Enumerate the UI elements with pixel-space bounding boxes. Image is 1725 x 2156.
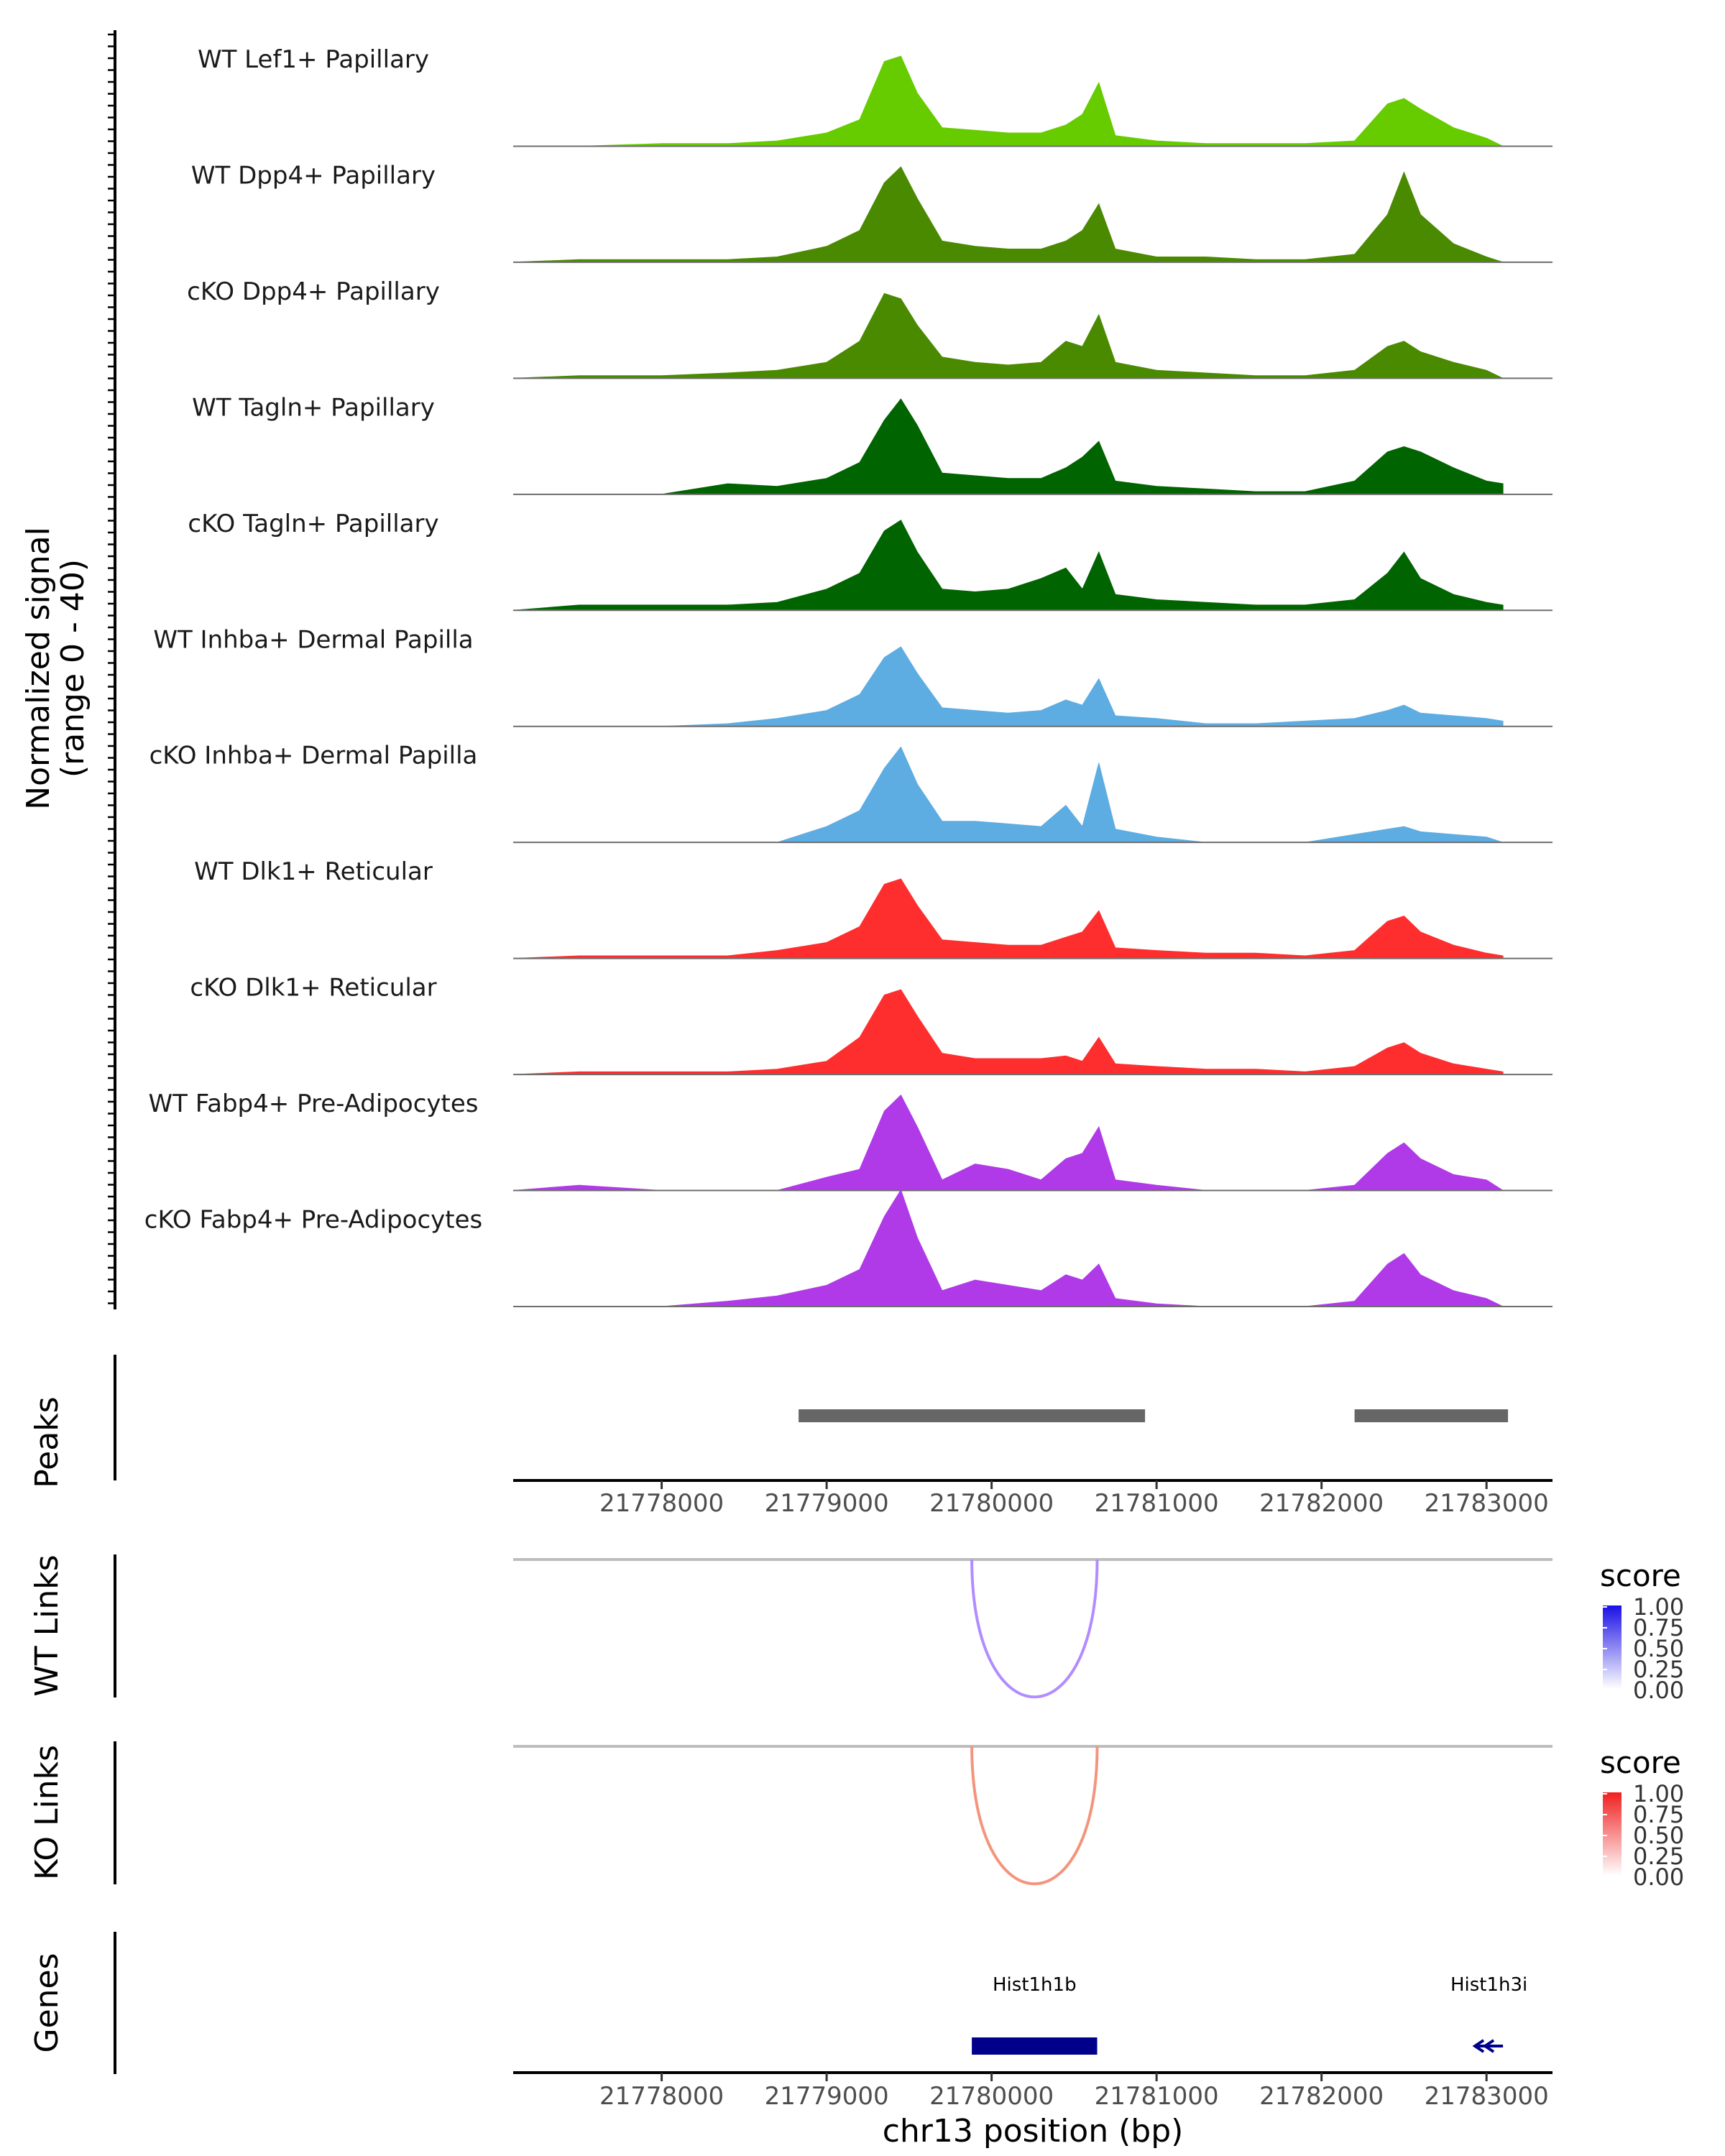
- coverage-area: [512, 292, 1504, 379]
- x-axis-top-tick-label: 21778000: [599, 1489, 724, 1518]
- coverage-area: [513, 398, 1504, 495]
- coverage-track-label: WT Tagln+ Papillary: [192, 393, 435, 422]
- ko-legend-title: score: [1600, 1745, 1681, 1780]
- coverage-track: WT Tagln+ Papillary: [192, 393, 1552, 495]
- coverage-track-label: cKO Tagln+ Papillary: [188, 510, 438, 538]
- x-axis-top: 21778000 21779000 21780000 21781000 21782000…: [513, 1479, 1552, 1518]
- wt-link-arc: [970, 1559, 1099, 1698]
- ko-link-arc: [970, 1746, 1099, 1885]
- coverage-area: [512, 1094, 1504, 1191]
- peaks-track-label: Peaks: [29, 1396, 65, 1488]
- x-axis-top-tick-label: 21782000: [1259, 1489, 1384, 1518]
- coverage-track: cKO Inhba+ Dermal Papilla: [150, 742, 1552, 844]
- gene-body: [972, 2037, 1098, 2055]
- gene-label: Hist1h3i: [1450, 1974, 1527, 1996]
- coverage-y-axis-title: Normalized signal (range 0 - 40): [20, 527, 91, 810]
- coverage-ylabel-line2: (range 0 - 40): [55, 559, 91, 778]
- coverage-tracks: WT Lef1+ Papillary WT Dpp4+ Papillary cKO …: [144, 45, 1552, 1307]
- wt-legend-labels: 1.000.750.500.250.00: [1603, 1593, 1684, 1704]
- coverage-area: [512, 520, 1504, 611]
- coverage-track-label: WT Fabp4+ Pre-Adipocytes: [149, 1089, 479, 1118]
- x-axis-top-tick-label: 21779000: [765, 1489, 889, 1518]
- coverage-track-label: WT Dpp4+ Papillary: [191, 161, 436, 190]
- wt-legend-title: score: [1600, 1558, 1681, 1593]
- legend-label: 0.25: [1633, 1843, 1684, 1870]
- ko-score-legend: score 1.000.750.500.250.00: [1600, 1745, 1684, 1891]
- legend-label: 0.25: [1633, 1656, 1684, 1683]
- x-axis-bottom-tick-label: 21779000: [765, 2082, 889, 2111]
- coverage-track-label: WT Lef1+ Papillary: [198, 45, 429, 74]
- legend-label: 0.00: [1633, 1677, 1684, 1704]
- x-axis-bottom-tick-label: 21781000: [1095, 2082, 1219, 2111]
- coverage-track-label: WT Dlk1+ Reticular: [194, 857, 433, 886]
- coverage-track-label: WT Inhba+ Dermal Papilla: [153, 625, 473, 654]
- x-axis-title: chr13 position (bp): [883, 2113, 1184, 2150]
- legend-label: 0.75: [1633, 1801, 1684, 1828]
- coverage-area: [513, 746, 1504, 843]
- wt-links-label: WT Links: [29, 1554, 65, 1696]
- gene-label: Hist1h1b: [993, 1974, 1077, 1996]
- gene-marks: Hist1h1b Hist1h3i: [972, 1974, 1527, 2055]
- x-axis-bottom-tick-label: 21780000: [929, 2082, 1054, 2111]
- coverage-area: [513, 1189, 1504, 1307]
- x-axis-bottom-tick-label: 21782000: [1259, 2082, 1384, 2111]
- x-axis-bottom: 21778000 21779000 21780000 21781000 21782000…: [513, 2071, 1552, 2111]
- coverage-track-label: cKO Dlk1+ Reticular: [190, 974, 436, 1003]
- legend-label: 1.00: [1633, 1593, 1684, 1621]
- coverage-area: [513, 55, 1504, 147]
- x-axis-top-tick-label: 21780000: [929, 1489, 1054, 1518]
- x-axis-bottom-tick-label: 21783000: [1425, 2082, 1549, 2111]
- coverage-area: [513, 646, 1504, 727]
- legend-label: 0.00: [1633, 1864, 1684, 1891]
- peak-region: [1354, 1409, 1509, 1422]
- coverage-track: cKO Dlk1+ Reticular: [190, 974, 1552, 1076]
- coverage-track: cKO Dpp4+ Papillary: [187, 277, 1552, 379]
- peak-marks: [799, 1409, 1509, 1422]
- peak-region: [799, 1409, 1146, 1422]
- x-axis-top-tick-label: 21781000: [1095, 1489, 1219, 1518]
- coverage-track: WT Fabp4+ Pre-Adipocytes: [149, 1089, 1552, 1192]
- x-axis-bottom-tick-label: 21778000: [599, 2082, 724, 2111]
- coverage-y-axis: [108, 30, 116, 1309]
- wt-links-track: WT Links score 1.000.750.500.250.00: [29, 1554, 1684, 1704]
- genes-track: Genes Hist1h1b Hist1h3i: [29, 1932, 1527, 2074]
- ko-links-track: KO Links score 1.000.750.500.250.00: [29, 1741, 1684, 1891]
- ko-links-label: KO Links: [29, 1745, 65, 1880]
- coverage-track-label: cKO Dpp4+ Papillary: [187, 277, 440, 306]
- coverage-track: cKO Fabp4+ Pre-Adipocytes: [144, 1189, 1552, 1307]
- coverage-track-label: cKO Inhba+ Dermal Papilla: [150, 742, 478, 770]
- coverage-track: WT Inhba+ Dermal Papilla: [153, 625, 1552, 727]
- gene-strand-arrow: [1472, 2039, 1485, 2053]
- coverage-area: [512, 878, 1504, 959]
- coverage-area: [512, 989, 1504, 1075]
- coverage-track: cKO Tagln+ Papillary: [188, 510, 1552, 612]
- coverage-track: WT Lef1+ Papillary: [198, 45, 1552, 147]
- legend-label: 1.00: [1633, 1780, 1684, 1807]
- coverage-track: WT Dlk1+ Reticular: [194, 857, 1552, 959]
- wt-legend-colorbar: [1603, 1606, 1622, 1689]
- coverage-track-label: cKO Fabp4+ Pre-Adipocytes: [144, 1206, 483, 1235]
- peaks-track: Peaks: [29, 1355, 1509, 1488]
- gene-strand-arrow: [1482, 2039, 1495, 2053]
- genes-track-label: Genes: [29, 1953, 65, 2053]
- wt-score-legend: score 1.000.750.500.250.00: [1600, 1558, 1684, 1704]
- ko-legend-labels: 1.000.750.500.250.00: [1603, 1780, 1684, 1891]
- ko-legend-colorbar: [1603, 1792, 1622, 1876]
- legend-label: 0.75: [1633, 1614, 1684, 1641]
- x-axis-top-tick-label: 21783000: [1425, 1489, 1549, 1518]
- coverage-track: WT Dpp4+ Papillary: [191, 161, 1552, 263]
- coverage-area: [512, 166, 1504, 263]
- legend-label: 0.50: [1633, 1822, 1684, 1849]
- coverage-ylabel-line1: Normalized signal: [20, 527, 57, 810]
- legend-label: 0.50: [1633, 1635, 1684, 1662]
